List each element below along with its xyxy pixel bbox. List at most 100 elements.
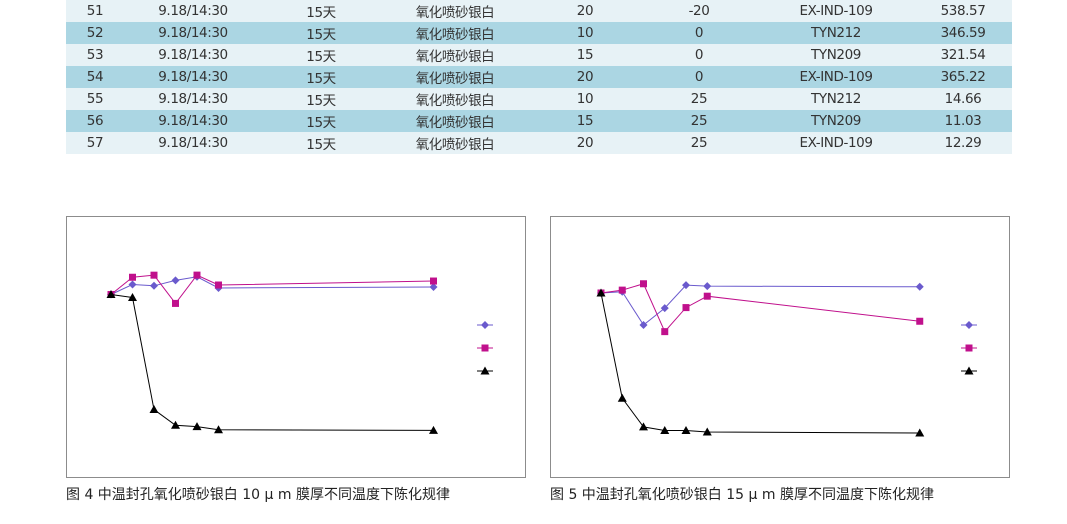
data-point bbox=[171, 420, 180, 429]
data-point bbox=[915, 282, 924, 291]
data-point bbox=[703, 282, 712, 291]
cell-row-no: 56 bbox=[66, 110, 124, 132]
cell-sealant: TYN212 bbox=[758, 22, 914, 44]
cell-temperature: 0 bbox=[640, 66, 758, 88]
data-point bbox=[916, 317, 924, 325]
series-line bbox=[110, 293, 434, 431]
cell-temperature: -20 bbox=[640, 0, 758, 22]
cell-period: 15天 bbox=[262, 44, 380, 66]
data-point bbox=[429, 425, 438, 434]
series-plus25 bbox=[596, 288, 925, 437]
cell-seal-weight: 14.66 bbox=[914, 88, 1012, 110]
cell-thickness: 15 bbox=[530, 110, 640, 132]
table-row: 55 9.18/14:30 15天 氧化喷砂银白 10 25 TYN212 14.66 bbox=[66, 88, 1012, 110]
cell-time: 9.18/14:30 bbox=[124, 44, 262, 66]
data-point bbox=[617, 393, 627, 402]
chart-fig4-svg bbox=[106, 271, 493, 434]
cell-finish: 氧化喷砂银白 bbox=[380, 22, 530, 44]
table-row: 52 9.18/14:30 15天 氧化喷砂银白 10 0 TYN212 346.59 bbox=[66, 22, 1012, 44]
data-point bbox=[150, 271, 158, 279]
cell-period: 15天 bbox=[262, 0, 380, 22]
data-point bbox=[128, 280, 137, 289]
series-zero bbox=[107, 271, 437, 307]
data-point bbox=[149, 405, 159, 414]
cell-temperature: 25 bbox=[640, 132, 758, 154]
cell-temperature: 25 bbox=[640, 88, 758, 110]
cell-row-no: 55 bbox=[66, 88, 124, 110]
series-line bbox=[600, 292, 920, 434]
legend-marker bbox=[481, 344, 489, 352]
data-point bbox=[618, 286, 626, 294]
cell-time: 9.18/14:30 bbox=[124, 88, 262, 110]
cell-sealant: TYN209 bbox=[758, 110, 914, 132]
table-row: 57 9.18/14:30 15天 氧化喷砂银白 20 25 EX-IND-109 12.29 bbox=[66, 132, 1012, 154]
chart-fig5 bbox=[550, 216, 1010, 478]
cell-period: 15天 bbox=[262, 22, 380, 44]
data-point bbox=[702, 427, 712, 436]
cell-finish: 氧化喷砂银白 bbox=[380, 44, 530, 66]
cell-finish: 氧化喷砂银白 bbox=[380, 66, 530, 88]
data-point bbox=[106, 289, 116, 298]
cell-finish: 氧化喷砂银白 bbox=[380, 132, 530, 154]
cell-thickness: 20 bbox=[530, 132, 640, 154]
cell-time: 9.18/14:30 bbox=[124, 22, 262, 44]
legend-marker bbox=[964, 366, 974, 375]
data-point bbox=[596, 288, 606, 297]
cell-period: 15天 bbox=[262, 88, 380, 110]
cell-time: 9.18/14:30 bbox=[124, 132, 262, 154]
legend-marker bbox=[965, 344, 973, 352]
legend-item bbox=[477, 321, 493, 329]
cell-period: 15天 bbox=[262, 110, 380, 132]
cell-row-no: 57 bbox=[66, 132, 124, 154]
data-point bbox=[661, 328, 669, 336]
data-point bbox=[129, 273, 136, 281]
data-point bbox=[193, 271, 201, 279]
data-point bbox=[214, 425, 223, 434]
series-line bbox=[110, 274, 434, 305]
series-line bbox=[110, 276, 434, 295]
cell-finish: 氧化喷砂银白 bbox=[380, 0, 530, 22]
cell-seal-weight: 11.03 bbox=[914, 110, 1012, 132]
table-row: 54 9.18/14:30 15天 氧化喷砂银白 20 0 EX-IND-109 365.22 bbox=[66, 66, 1012, 88]
data-point bbox=[172, 299, 179, 307]
table-row: 53 9.18/14:30 15天 氧化喷砂银白 15 0 TYN209 321.54 bbox=[66, 44, 1012, 66]
legend-item bbox=[477, 344, 493, 352]
cell-row-no: 51 bbox=[66, 0, 124, 22]
data-point bbox=[681, 426, 691, 435]
cell-time: 9.18/14:30 bbox=[124, 0, 262, 22]
cell-finish: 氧化喷砂银白 bbox=[380, 88, 530, 110]
data-point bbox=[150, 281, 158, 290]
series-line bbox=[600, 283, 920, 333]
legend-marker bbox=[480, 366, 490, 375]
data-table: 51 9.18/14:30 15天 氧化喷砂银白 20 -20 EX-IND-109 538.… bbox=[66, 0, 1012, 154]
cell-seal-weight: 346.59 bbox=[914, 22, 1012, 44]
legend-item bbox=[961, 321, 977, 329]
data-point bbox=[640, 280, 647, 288]
legend-item bbox=[477, 366, 493, 375]
data-table-body: 51 9.18/14:30 15天 氧化喷砂银白 20 -20 EX-IND-109 538.… bbox=[66, 0, 1012, 154]
chart-fig4 bbox=[66, 216, 526, 478]
data-point bbox=[429, 283, 438, 292]
cell-thickness: 15 bbox=[530, 44, 640, 66]
data-point bbox=[639, 422, 648, 431]
series-zero bbox=[597, 280, 924, 336]
cell-sealant: EX-IND-109 bbox=[758, 0, 914, 22]
cell-time: 9.18/14:30 bbox=[124, 66, 262, 88]
table-row: 56 9.18/14:30 15天 氧化喷砂银白 15 25 TYN209 11.03 bbox=[66, 110, 1012, 132]
cell-row-no: 54 bbox=[66, 66, 124, 88]
legend-item bbox=[961, 344, 977, 352]
cell-period: 15天 bbox=[262, 132, 380, 154]
cell-sealant: TYN209 bbox=[758, 44, 914, 66]
cell-time: 9.18/14:30 bbox=[124, 110, 262, 132]
cell-row-no: 53 bbox=[66, 44, 124, 66]
legend-marker bbox=[481, 321, 489, 329]
data-point bbox=[915, 428, 925, 437]
cell-thickness: 20 bbox=[530, 0, 640, 22]
figure-5-caption: 图 5 中温封孔氧化喷砂银白 15 μ m 膜厚不同温度下陈化规律 bbox=[550, 487, 934, 503]
cell-temperature: 0 bbox=[640, 44, 758, 66]
cell-seal-weight: 12.29 bbox=[914, 132, 1012, 154]
legend-item bbox=[961, 366, 977, 375]
data-point bbox=[192, 422, 202, 431]
cell-sealant: EX-IND-109 bbox=[758, 132, 914, 154]
data-point bbox=[639, 321, 648, 330]
